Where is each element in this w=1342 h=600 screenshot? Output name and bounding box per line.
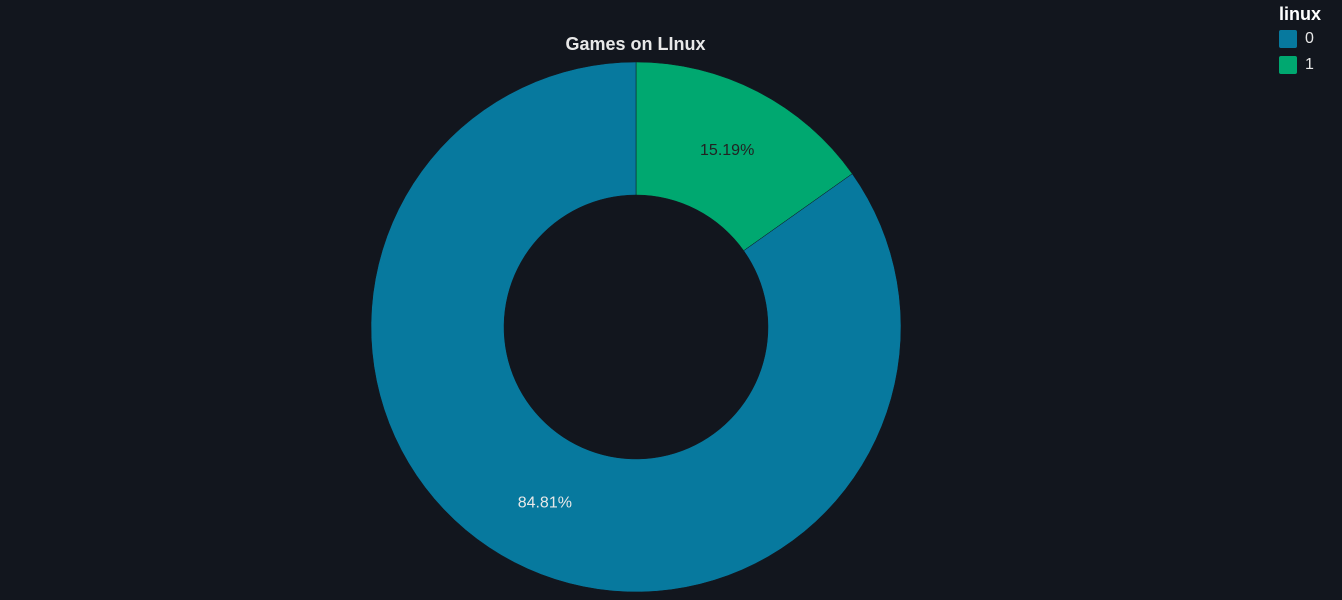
slice-0[interactable] (370, 61, 902, 593)
legend-item-0[interactable]: 0 (1279, 26, 1339, 52)
legend-item-1[interactable]: 1 (1279, 52, 1339, 78)
slice-label-0: 84.81% (518, 495, 572, 512)
slices-group (370, 61, 902, 593)
legend-label-0: 0 (1305, 30, 1314, 47)
slice-label-1: 15.19% (700, 142, 754, 159)
labels-group: 15.19% 84.81% (518, 142, 755, 512)
legend-swatch-1 (1279, 56, 1297, 74)
legend-label-1: 1 (1305, 56, 1314, 73)
legend-swatch-0 (1279, 30, 1297, 48)
slice-1[interactable] (635, 61, 853, 252)
legend-title: linux (1279, 4, 1322, 24)
chart-title: Games on LInux (565, 34, 706, 54)
